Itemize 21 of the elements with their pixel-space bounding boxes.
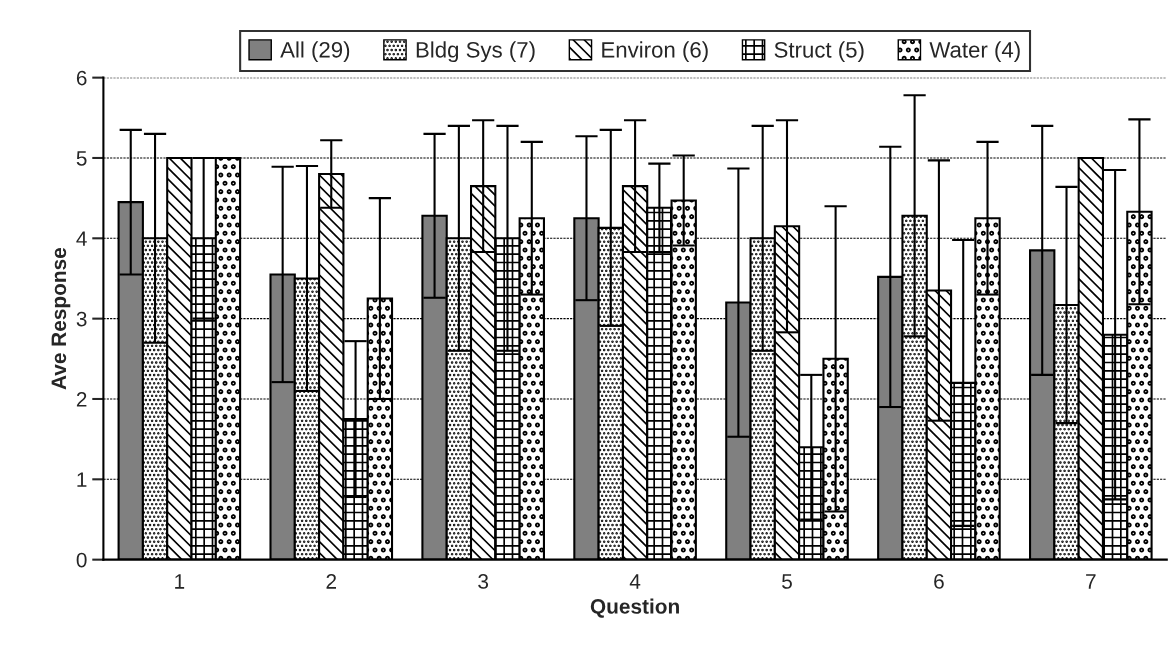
legend-label: Water (4) bbox=[929, 41, 1020, 63]
x-axis-title: Question bbox=[590, 598, 679, 618]
legend-label: All (29) bbox=[280, 41, 350, 63]
y-tick-label: 1 bbox=[77, 472, 87, 487]
legend-label: Bldg Sys (7) bbox=[416, 41, 535, 63]
x-tick-label: 5 bbox=[782, 574, 792, 589]
y-tick-label: 3 bbox=[76, 311, 87, 327]
y-tick-label: 5 bbox=[76, 151, 87, 166]
legend-label: Environ (6) bbox=[602, 41, 708, 63]
y-axis-title: Ave Response bbox=[51, 247, 71, 390]
x-tick-label: 1 bbox=[175, 574, 185, 589]
x-tick-label: 3 bbox=[478, 574, 489, 589]
legend-label: Struct (5) bbox=[774, 41, 864, 63]
y-tick-label: 0 bbox=[76, 552, 87, 568]
y-tick-label: 2 bbox=[76, 391, 87, 407]
x-tick-label: 6 bbox=[934, 574, 944, 589]
x-tick-label: 2 bbox=[326, 574, 337, 589]
y-tick-label: 6 bbox=[76, 70, 87, 86]
y-tick-label: 4 bbox=[76, 231, 87, 246]
x-tick-label: 7 bbox=[1086, 574, 1096, 589]
x-tick-label: 4 bbox=[629, 574, 641, 589]
